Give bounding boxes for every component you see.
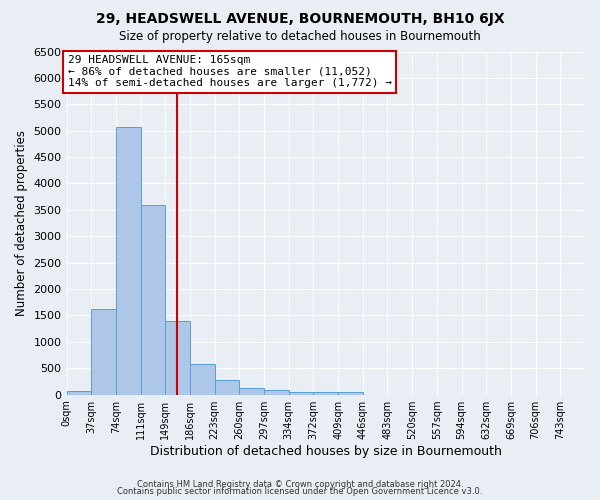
- Y-axis label: Number of detached properties: Number of detached properties: [15, 130, 28, 316]
- Bar: [165, 320, 190, 394]
- Bar: [140, 204, 165, 394]
- Bar: [190, 364, 215, 394]
- Bar: [338, 392, 363, 394]
- Bar: [91, 309, 116, 394]
- Bar: [215, 380, 239, 394]
- Bar: [116, 126, 140, 394]
- Bar: [239, 388, 264, 394]
- Bar: [313, 392, 338, 394]
- Bar: [264, 390, 289, 394]
- X-axis label: Distribution of detached houses by size in Bournemouth: Distribution of detached houses by size …: [150, 444, 502, 458]
- Text: 29, HEADSWELL AVENUE, BOURNEMOUTH, BH10 6JX: 29, HEADSWELL AVENUE, BOURNEMOUTH, BH10 …: [95, 12, 505, 26]
- Bar: [289, 392, 313, 394]
- Text: Contains HM Land Registry data © Crown copyright and database right 2024.: Contains HM Land Registry data © Crown c…: [137, 480, 463, 489]
- Text: Size of property relative to detached houses in Bournemouth: Size of property relative to detached ho…: [119, 30, 481, 43]
- Bar: [67, 390, 91, 394]
- Text: 29 HEADSWELL AVENUE: 165sqm
← 86% of detached houses are smaller (11,052)
14% of: 29 HEADSWELL AVENUE: 165sqm ← 86% of det…: [68, 55, 392, 88]
- Text: Contains public sector information licensed under the Open Government Licence v3: Contains public sector information licen…: [118, 487, 482, 496]
